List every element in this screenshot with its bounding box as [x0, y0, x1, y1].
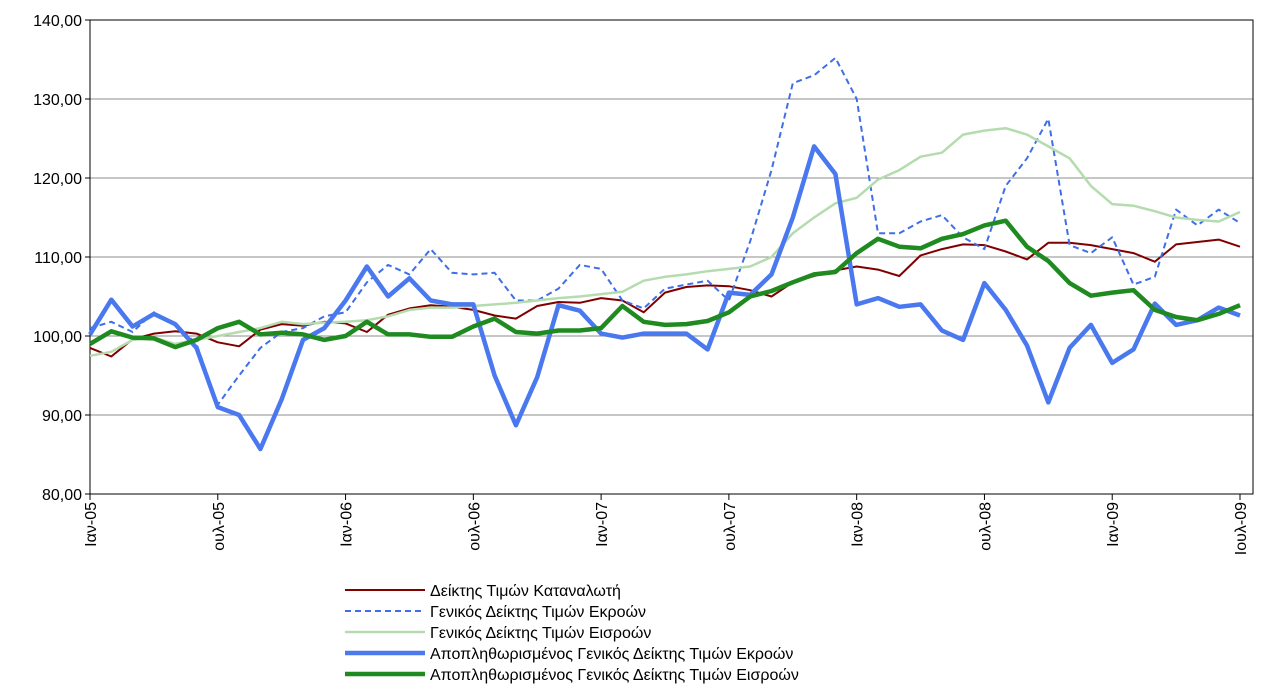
x-tick-label: Ιαν-08	[850, 502, 867, 547]
series-line	[89, 238, 1241, 358]
x-tick-label: Ιαν-07	[594, 502, 611, 547]
x-tick-label: ουλ-08	[977, 502, 994, 551]
x-tick-label: Ιαν-09	[1105, 502, 1122, 547]
series-line	[88, 144, 1241, 452]
x-tick-label: ουλ-05	[211, 502, 228, 551]
y-tick-label: 90,00	[42, 408, 82, 425]
y-tick-label: 110,00	[34, 250, 82, 267]
x-tick-label: Ιαν-06	[339, 502, 356, 547]
legend-label: Δείκτης Τιμών Καταναλωτή	[430, 583, 621, 600]
y-tick-label: 130,00	[33, 92, 82, 109]
plot-area	[89, 19, 1254, 495]
legend-label: Γενικός Δείκτης Τιμών Εισροών	[430, 625, 651, 642]
y-tick-label: 140,00	[33, 13, 82, 30]
y-tick-label: 80,00	[42, 487, 82, 504]
y-tick-label: 100,00	[33, 329, 82, 346]
y-tick-label: 120,00	[33, 171, 82, 188]
x-tick-label: Ιαν-05	[83, 502, 100, 547]
legend-label: Αποπληθωρισμένος Γενικός Δείκτης Τιμών Ε…	[430, 667, 799, 684]
x-tick-label: Ιουλ-09	[1233, 502, 1250, 555]
legend-label: Γενικός Δείκτης Τιμών Εκροών	[430, 604, 646, 621]
series-line	[89, 126, 1241, 358]
series-line	[88, 218, 1241, 350]
x-tick-label: ουλ-06	[466, 502, 483, 551]
legend-label: Αποπληθωρισμένος Γενικός Δείκτης Τιμών Ε…	[430, 646, 793, 663]
x-tick-label: ουλ-07	[722, 502, 739, 551]
